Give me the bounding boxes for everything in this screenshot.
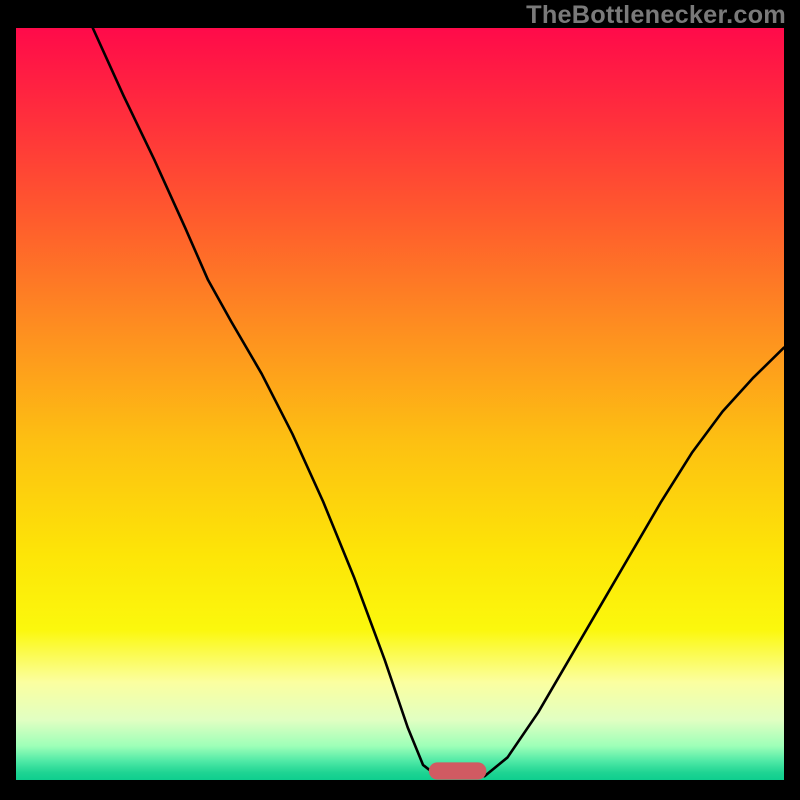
watermark-text: TheBottlenecker.com	[526, 1, 786, 30]
bottleneck-chart	[0, 0, 800, 800]
plot-background	[16, 28, 784, 780]
optimal-marker	[429, 762, 487, 779]
